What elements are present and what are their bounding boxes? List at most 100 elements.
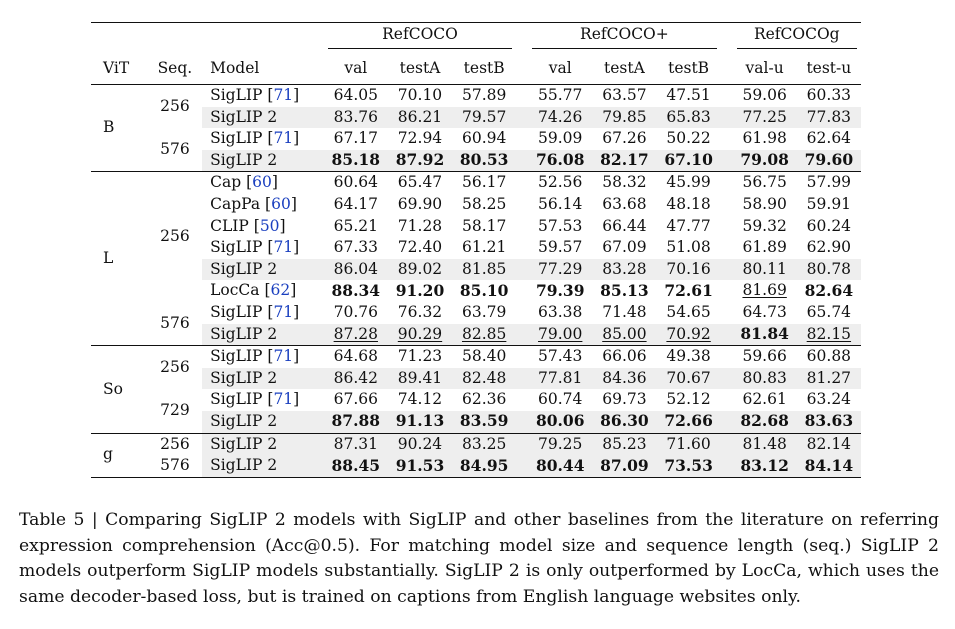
value-cell: 56.14 bbox=[538, 195, 583, 214]
value-cell: 58.90 bbox=[742, 195, 787, 214]
value-cell: 87.28 bbox=[323, 323, 388, 346]
value-cell: 79.60 bbox=[796, 149, 861, 172]
value-cell: 60.74 bbox=[538, 390, 583, 409]
value-cell: 60.24 bbox=[806, 216, 852, 235]
value-cell: 55.77 bbox=[538, 86, 583, 105]
table-caption: Table 5 | Comparing SigLIP 2 models with… bbox=[19, 510, 939, 607]
value-cell: 87.31 bbox=[323, 432, 388, 456]
citation-link[interactable]: 62 bbox=[270, 281, 291, 300]
value-cell: 84.36 bbox=[592, 367, 657, 390]
value-cell: 59.09 bbox=[538, 129, 583, 148]
model-cell: SigLIP 2 bbox=[202, 106, 324, 129]
table-row: So 256 SigLIP [71] 64.68 71.23 58.40 57.43 66.0… bbox=[91, 345, 861, 433]
value-cell: 59.57 bbox=[538, 238, 583, 257]
value-cell: 60.33 bbox=[806, 86, 852, 105]
column-header-refcocog-val-u: val-u bbox=[732, 53, 797, 85]
model-name: SigLIP bbox=[210, 238, 263, 257]
value-cell: 67.33 bbox=[333, 238, 378, 257]
value-cell: 58.17 bbox=[461, 216, 507, 235]
value-cell: 66.06 bbox=[592, 345, 657, 368]
value-cell: 88.34 bbox=[331, 280, 381, 300]
value-cell: 45.99 bbox=[656, 171, 721, 194]
value-cell: 47.51 bbox=[666, 86, 711, 105]
value-cell: 72.66 bbox=[656, 410, 721, 433]
value-cell: 82.14 bbox=[796, 432, 861, 456]
model-cell: SigLIP 2 bbox=[202, 367, 324, 390]
value-cell: 63.57 bbox=[602, 86, 647, 105]
value-cell: 86.30 bbox=[592, 410, 657, 433]
value-cell: 59.91 bbox=[806, 195, 852, 214]
value-cell: 67.66 bbox=[333, 390, 378, 409]
value-cell: 82.15 bbox=[796, 323, 861, 346]
column-header-refcoco-testb: testB bbox=[452, 53, 517, 85]
table-row: CapPa [60] 64.17 69.90 58.25 56.14 63.68 48.18… bbox=[91, 194, 861, 216]
model-cell: LocCa [62] bbox=[210, 281, 297, 300]
value-cell: 89.02 bbox=[387, 258, 453, 281]
table-row: 729 SigLIP [71] 67.66 74.12 62.36 60.74 69.73 5… bbox=[91, 389, 861, 418]
value-cell: 79.85 bbox=[592, 106, 657, 129]
value-cell: 85.10 bbox=[459, 280, 509, 300]
group-header-refcocog: RefCOCOg bbox=[733, 23, 861, 54]
value-cell: 72.94 bbox=[397, 129, 443, 148]
value-cell: 83.76 bbox=[323, 106, 388, 129]
model-name: SigLIP bbox=[210, 390, 263, 409]
seq-cell: 256 bbox=[147, 171, 203, 302]
seq-cell: 256 bbox=[160, 96, 190, 115]
citation-link[interactable]: 71 bbox=[273, 129, 294, 148]
value-cell: 82.64 bbox=[804, 280, 854, 300]
value-cell: 65.74 bbox=[806, 302, 852, 321]
value-cell: 59.06 bbox=[742, 86, 787, 105]
citation-link[interactable]: 71 bbox=[273, 238, 294, 257]
seq-cell: 576 bbox=[160, 313, 190, 332]
citation-link[interactable]: 50 bbox=[259, 216, 280, 235]
value-cell: 90.29 bbox=[387, 323, 453, 346]
value-cell: 83.28 bbox=[592, 258, 657, 281]
value-cell: 67.17 bbox=[333, 129, 378, 148]
value-cell: 77.81 bbox=[528, 367, 593, 390]
value-cell: 49.38 bbox=[656, 345, 721, 368]
model-name: SigLIP bbox=[210, 302, 263, 321]
value-cell: 87.92 bbox=[387, 149, 453, 172]
value-cell: 65.83 bbox=[656, 106, 721, 129]
value-cell: 63.24 bbox=[806, 390, 852, 409]
value-cell: 70.10 bbox=[397, 86, 443, 105]
value-cell: 86.42 bbox=[323, 367, 388, 390]
value-cell: 64.05 bbox=[333, 86, 378, 105]
model-cell: SigLIP [71] bbox=[210, 129, 300, 148]
value-cell: 66.44 bbox=[602, 216, 647, 235]
citation-link[interactable]: 60 bbox=[271, 195, 291, 214]
value-cell: 65.21 bbox=[333, 216, 378, 235]
model-cell: SigLIP [71] bbox=[210, 238, 300, 257]
value-cell: 70.67 bbox=[656, 367, 721, 390]
citation-link[interactable]: 71 bbox=[273, 302, 294, 321]
value-cell: 82.17 bbox=[592, 149, 657, 172]
value-cell: 77.25 bbox=[732, 106, 797, 129]
seq-cell: 256 bbox=[147, 432, 203, 456]
table-row: 576 SigLIP [71] 70.76 76.32 63.79 63.38 71.48 5… bbox=[91, 302, 861, 330]
value-cell: 88.45 bbox=[323, 455, 388, 478]
value-cell: 80.78 bbox=[796, 258, 861, 281]
value-cell: 86.21 bbox=[387, 106, 453, 129]
seq-cell: 729 bbox=[160, 401, 190, 420]
value-cell: 91.20 bbox=[395, 280, 445, 300]
value-cell: 62.36 bbox=[461, 390, 507, 409]
table-row: SigLIP [71] 67.33 72.40 61.21 59.57 67.09 51.0… bbox=[91, 237, 861, 259]
value-cell: 59.66 bbox=[732, 345, 797, 368]
value-cell: 83.25 bbox=[452, 432, 517, 456]
model-name: CLIP bbox=[210, 216, 249, 235]
value-cell: 50.22 bbox=[666, 129, 711, 148]
results-table-container: RefCOCO RefCOCO+ RefCOCOg ViT Seq. Model… bbox=[91, 22, 861, 478]
citation-link[interactable]: 71 bbox=[273, 390, 294, 409]
citation-link[interactable]: 71 bbox=[273, 347, 294, 366]
value-cell: 62.64 bbox=[806, 129, 852, 148]
model-cell: SigLIP 2 bbox=[202, 323, 324, 346]
value-cell: 69.73 bbox=[602, 390, 647, 409]
value-cell: 56.17 bbox=[452, 171, 517, 194]
value-cell: 56.75 bbox=[732, 171, 797, 194]
citation-link[interactable]: 60 bbox=[252, 173, 272, 192]
citation-link[interactable]: 71 bbox=[273, 86, 294, 105]
column-header-refcocoplus-val: val bbox=[528, 53, 593, 85]
value-cell: 82.48 bbox=[452, 367, 517, 390]
value-cell: 77.29 bbox=[528, 258, 593, 281]
value-cell: 48.18 bbox=[666, 195, 711, 214]
